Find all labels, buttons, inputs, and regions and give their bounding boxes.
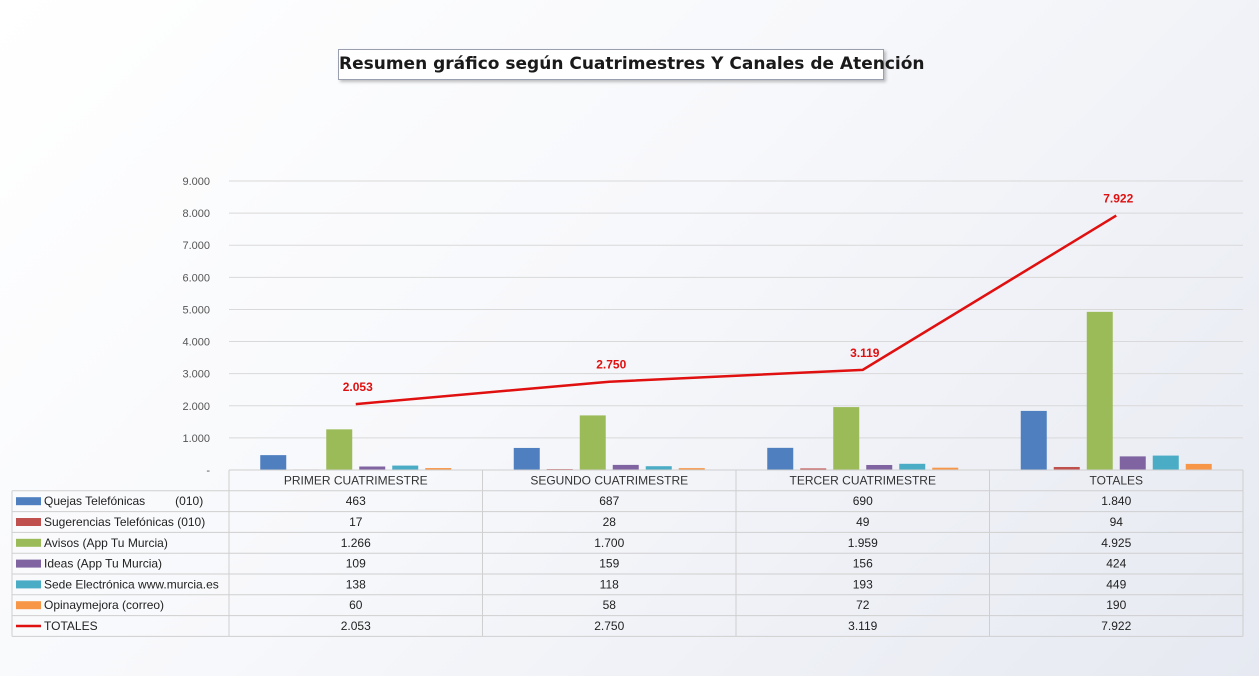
totals-data-label: 2.750 xyxy=(596,358,626,372)
y-tick-label: 8.000 xyxy=(182,208,210,220)
bar xyxy=(866,464,893,470)
legend-key xyxy=(16,518,41,526)
category-label: TOTALES xyxy=(1089,474,1143,488)
bar xyxy=(833,407,860,470)
bar xyxy=(1119,456,1146,470)
table-cell: 109 xyxy=(346,557,366,571)
bar xyxy=(1152,455,1179,470)
table-cell: 1.959 xyxy=(848,536,878,550)
table-cell: 72 xyxy=(856,598,870,612)
legend-label: TOTALES xyxy=(44,619,98,633)
table-cell: 1.840 xyxy=(1101,494,1131,508)
legend-key xyxy=(16,559,41,568)
legend-label: Quejas Telefónicas (010) xyxy=(44,494,203,508)
category-label: SEGUNDO CUATRIMESTRE xyxy=(530,474,688,488)
bar xyxy=(767,447,794,470)
legend-key xyxy=(16,601,41,610)
category-label: TERCER CUATRIMESTRE xyxy=(790,474,936,488)
bar xyxy=(612,464,639,470)
table-cell: 159 xyxy=(599,557,619,571)
bar xyxy=(1086,311,1113,470)
bar xyxy=(800,468,827,470)
bar xyxy=(899,463,926,470)
table-cell: 424 xyxy=(1106,557,1126,571)
y-tick-label: 7.000 xyxy=(182,240,210,252)
y-tick-label: 6.000 xyxy=(182,272,210,284)
bar xyxy=(645,466,672,470)
y-tick-label: 9.000 xyxy=(182,176,210,188)
bar xyxy=(1053,466,1080,470)
table-cell: 7.922 xyxy=(1101,619,1131,633)
table-cell: 60 xyxy=(349,598,363,612)
table-cell: 17 xyxy=(349,515,363,529)
bar xyxy=(932,467,959,470)
table-cell: 463 xyxy=(346,494,366,508)
table-cell: 49 xyxy=(856,515,870,529)
y-tick-label: - xyxy=(206,465,210,477)
legend-key xyxy=(16,580,41,589)
legend-label: Ideas (App Tu Murcia) xyxy=(44,557,162,571)
table-cell: 3.119 xyxy=(848,619,877,633)
table-cell: 58 xyxy=(603,598,617,612)
table-cell: 4.925 xyxy=(1101,536,1131,550)
table-cell: 190 xyxy=(1106,598,1126,612)
totals-data-label: 3.119 xyxy=(850,346,880,360)
table-cell: 1.266 xyxy=(341,536,371,550)
table-cell: 193 xyxy=(853,577,873,591)
table-cell: 94 xyxy=(1110,515,1124,529)
category-label: PRIMER CUATRIMESTRE xyxy=(284,474,428,488)
bar xyxy=(513,447,540,470)
y-tick-label: 5.000 xyxy=(182,304,210,316)
totals-data-label: 7.922 xyxy=(1103,192,1133,206)
legend-key xyxy=(16,497,41,506)
legend-key xyxy=(16,538,41,547)
bar xyxy=(1185,463,1212,470)
y-tick-label: 3.000 xyxy=(182,369,210,381)
bar xyxy=(579,415,606,470)
legend-label: Avisos (App Tu Murcia) xyxy=(44,536,168,550)
chart-title: Resumen gráfico según Cuatrimestres Y Ca… xyxy=(338,49,925,80)
bar xyxy=(678,468,705,470)
table-cell: 2.750 xyxy=(594,619,624,633)
table-cell: 156 xyxy=(853,557,873,571)
legend-label: Sugerencias Telefónicas (010) xyxy=(44,515,205,529)
table-cell: 1.700 xyxy=(594,536,624,550)
legend-label: Sede Electrónica www.murcia.es xyxy=(44,577,219,591)
totals-line xyxy=(355,214,1117,406)
table-cell: 118 xyxy=(600,577,619,591)
table-cell: 687 xyxy=(599,494,619,508)
y-tick-label: 1.000 xyxy=(182,433,210,445)
y-tick-label: 4.000 xyxy=(182,337,210,349)
table-cell: 28 xyxy=(603,515,617,529)
table-cell: 138 xyxy=(346,577,366,591)
bar xyxy=(425,468,452,470)
y-tick-label: 2.000 xyxy=(182,401,210,413)
table-cell: 449 xyxy=(1106,577,1126,591)
table-cell: 690 xyxy=(853,494,873,508)
bar xyxy=(326,429,353,470)
bar xyxy=(392,465,419,470)
bar xyxy=(1020,410,1047,470)
totals-data-label: 2.053 xyxy=(343,380,373,394)
bar xyxy=(359,466,386,470)
bar xyxy=(260,455,287,470)
legend-label: Opinaymejora (correo) xyxy=(44,598,164,612)
table-cell: 2.053 xyxy=(341,619,371,633)
